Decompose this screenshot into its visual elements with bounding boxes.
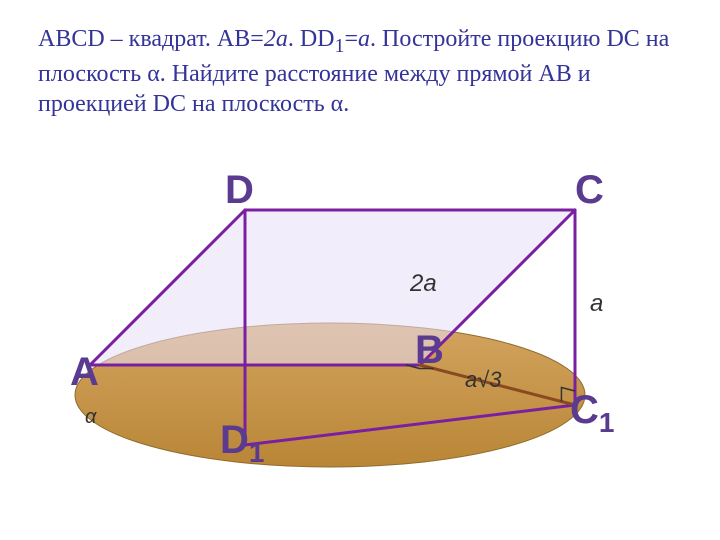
- vertex-label-C: C: [575, 168, 604, 213]
- vertex-label-A: A: [70, 350, 99, 395]
- vertex-label-D: D: [225, 168, 254, 213]
- geometry-diagram: A B C D D1 C1 2a a a√3 α: [70, 170, 650, 530]
- vertex-label-C1: C1: [570, 388, 614, 439]
- diagram-svg: [70, 170, 650, 530]
- edge-label-asq3: a√3: [465, 367, 502, 393]
- edge-label-2a: 2a: [410, 270, 437, 298]
- vertex-label-B: B: [415, 328, 444, 373]
- edge-label-a: a: [590, 290, 603, 318]
- vertex-label-D1: D1: [220, 418, 264, 469]
- edge-label-alpha: α: [85, 406, 96, 429]
- problem-statement: ABCD – квадрат. AB=2a. DD1=a. Постройте …: [38, 24, 678, 119]
